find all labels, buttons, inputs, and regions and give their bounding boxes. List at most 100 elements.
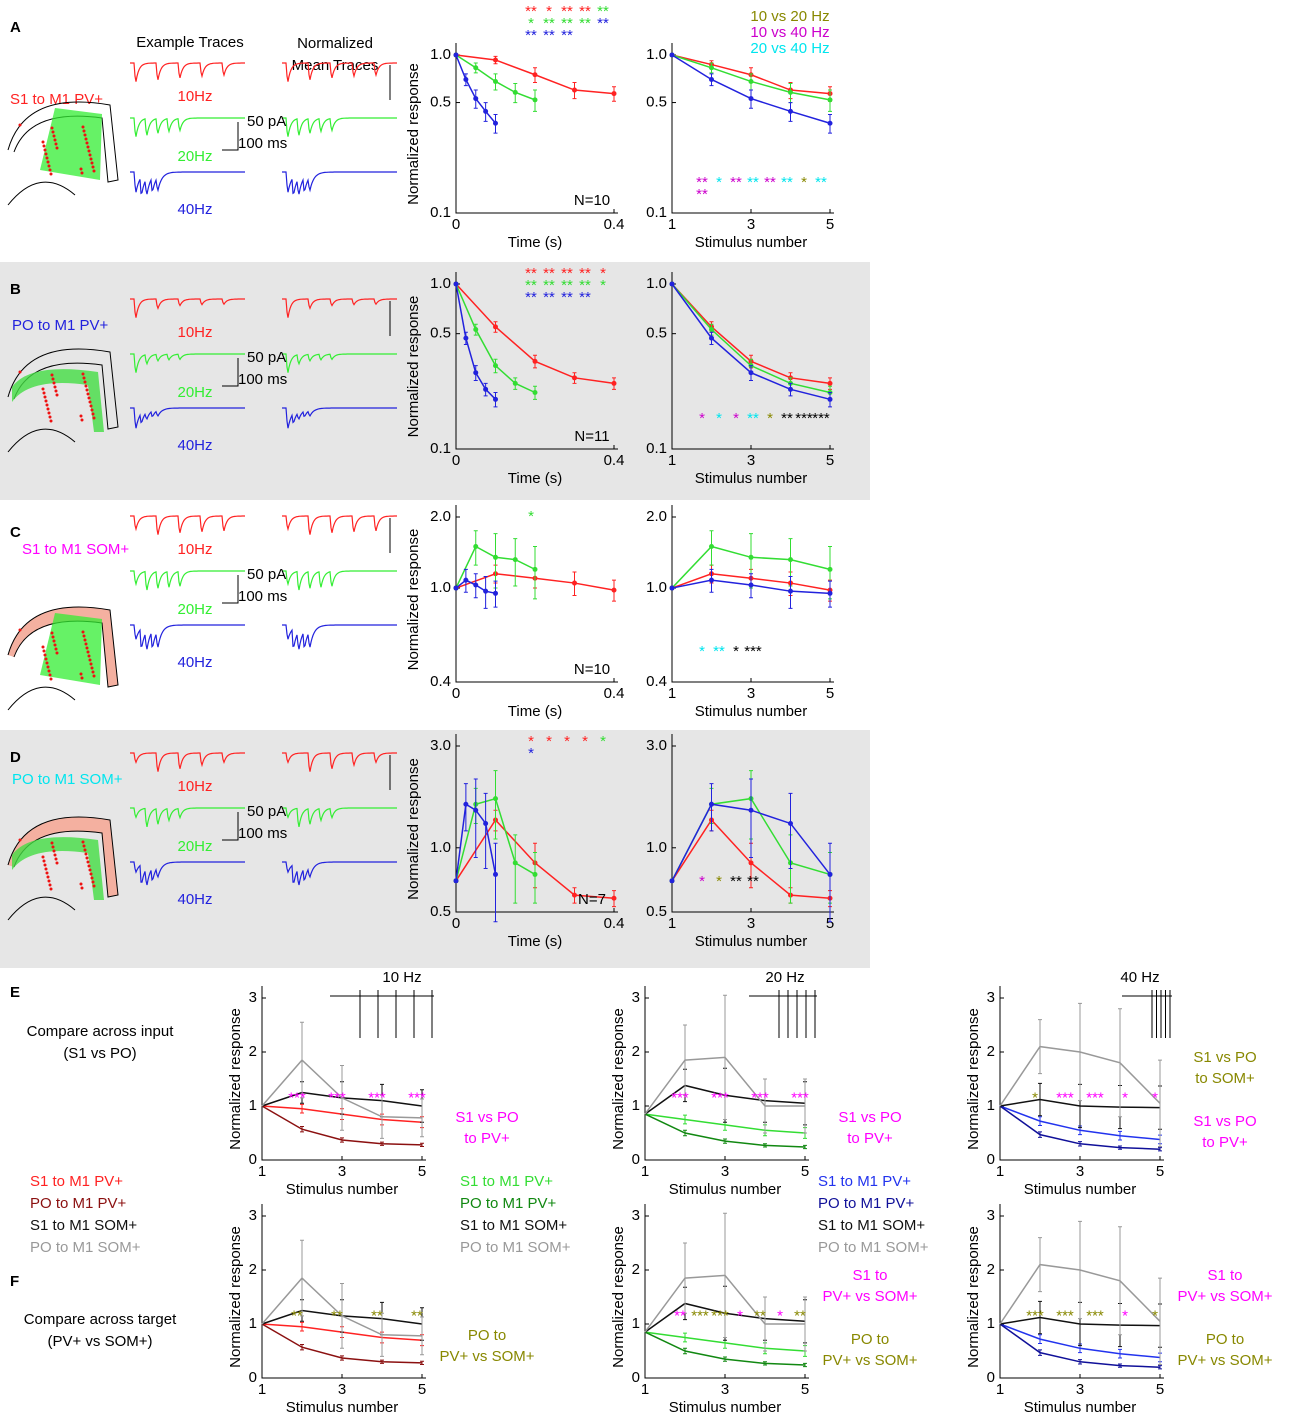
cell [53, 640, 56, 643]
cell [85, 138, 88, 141]
y-tick-label: 0.5 [430, 903, 451, 920]
cell [93, 417, 96, 420]
panel-letter: B [10, 281, 21, 298]
cell [80, 673, 83, 676]
cell [52, 378, 55, 381]
x-tick-label: 5 [826, 216, 834, 233]
y-tick-label: 0.5 [646, 94, 667, 111]
cell [89, 401, 92, 404]
y-tick-label: 1.0 [646, 46, 667, 63]
y-tick-label: 3 [987, 1207, 995, 1224]
x-axis-label: Time (s) [508, 470, 562, 487]
trace [130, 625, 245, 649]
x-tick-label: 0.4 [604, 216, 625, 233]
axis [1000, 986, 1164, 1160]
x-tick-label: 1 [668, 685, 676, 702]
y-tick-label: 1 [632, 1097, 640, 1114]
x-tick-label: 3 [1076, 1163, 1084, 1180]
cell [53, 850, 56, 853]
cell [87, 393, 90, 396]
comparison-legend: 10 vs 40 Hz [750, 24, 829, 41]
cell [91, 162, 94, 165]
cell [46, 157, 49, 160]
significance: ** [579, 15, 591, 32]
panel-letter: C [10, 524, 21, 541]
note: PO to [851, 1331, 889, 1348]
significance: *** [1086, 1307, 1104, 1324]
cell [82, 841, 85, 844]
x-axis-label: Stimulus number [669, 1399, 782, 1416]
x-tick-label: 3 [338, 1163, 346, 1180]
cell [42, 646, 45, 649]
trace [282, 571, 397, 590]
y-axis-label: Normalized response [405, 296, 422, 438]
y-tick-label: 0 [632, 1369, 640, 1386]
y-axis-label: Normalized response [610, 1226, 627, 1368]
significance: ** [696, 186, 708, 203]
y-tick-label: 1.0 [430, 275, 451, 292]
trace-label: 10Hz [177, 778, 212, 795]
y-tick-label: 0 [249, 1369, 257, 1386]
cell [50, 888, 53, 891]
significance: ** [794, 1307, 806, 1324]
y-tick-label: 1.0 [646, 839, 667, 856]
significance: ** [331, 1307, 343, 1324]
cell [54, 854, 57, 857]
cell [80, 168, 83, 171]
axis [262, 986, 426, 1160]
x-tick-label: 3 [747, 915, 755, 932]
significance: * [716, 873, 722, 890]
cell [56, 394, 59, 397]
significance: * [546, 733, 552, 750]
significance: *** [795, 410, 813, 427]
x-axis-label: Stimulus number [695, 470, 808, 487]
legend-entry: PO to M1 SOM+ [460, 1239, 571, 1256]
y-tick-label: 0.5 [430, 325, 451, 342]
trace-label: 10Hz [177, 88, 212, 105]
significance: * [600, 277, 606, 294]
cell [86, 389, 89, 392]
cell [47, 161, 50, 164]
x-axis-label: Stimulus number [1024, 1181, 1137, 1198]
legend-entry: PO to M1 SOM+ [818, 1239, 929, 1256]
description: Compare across input [27, 1023, 175, 1040]
trace-label: 40Hz [177, 654, 212, 671]
subtitle: 40 Hz [1120, 969, 1159, 986]
cell [80, 415, 83, 418]
y-tick-label: 2.0 [430, 508, 451, 525]
significance: * [1122, 1089, 1128, 1106]
cell [51, 127, 54, 130]
significance: *** [711, 1089, 729, 1106]
y-tick-label: 3 [987, 989, 995, 1006]
cell [45, 400, 48, 403]
x-axis-label: Stimulus number [1024, 1399, 1137, 1416]
significance: * [716, 174, 722, 191]
cell [86, 142, 89, 145]
cell [47, 408, 50, 411]
cell [45, 658, 48, 661]
y-tick-label: 0.1 [646, 440, 667, 457]
x-tick-label: 1 [641, 1163, 649, 1180]
legend-entry: S1 to M1 PV+ [30, 1173, 123, 1190]
thalamus [8, 687, 75, 710]
scale-label: 100 ms [238, 371, 287, 388]
trace [282, 118, 397, 137]
trace-label: 20Hz [177, 601, 212, 618]
cell [80, 883, 83, 886]
y-tick-label: 0.5 [430, 94, 451, 111]
cell [82, 631, 85, 634]
scale-label: 50 pA [247, 113, 286, 130]
cell [49, 674, 52, 677]
cell [84, 849, 87, 852]
subtitle: 10 Hz [382, 969, 421, 986]
header-example: Example Traces [136, 34, 244, 51]
y-axis-label: Normalized response [227, 1008, 244, 1150]
y-tick-label: 0 [249, 1151, 257, 1168]
scale-label: 50 pA [247, 349, 286, 366]
y-tick-label: 0.5 [646, 325, 667, 342]
significance: * [1122, 1307, 1128, 1324]
trace-label: 40Hz [177, 201, 212, 218]
y-tick-label: 3 [249, 1207, 257, 1224]
trace [130, 571, 245, 590]
panel-letter: F [10, 1273, 19, 1290]
